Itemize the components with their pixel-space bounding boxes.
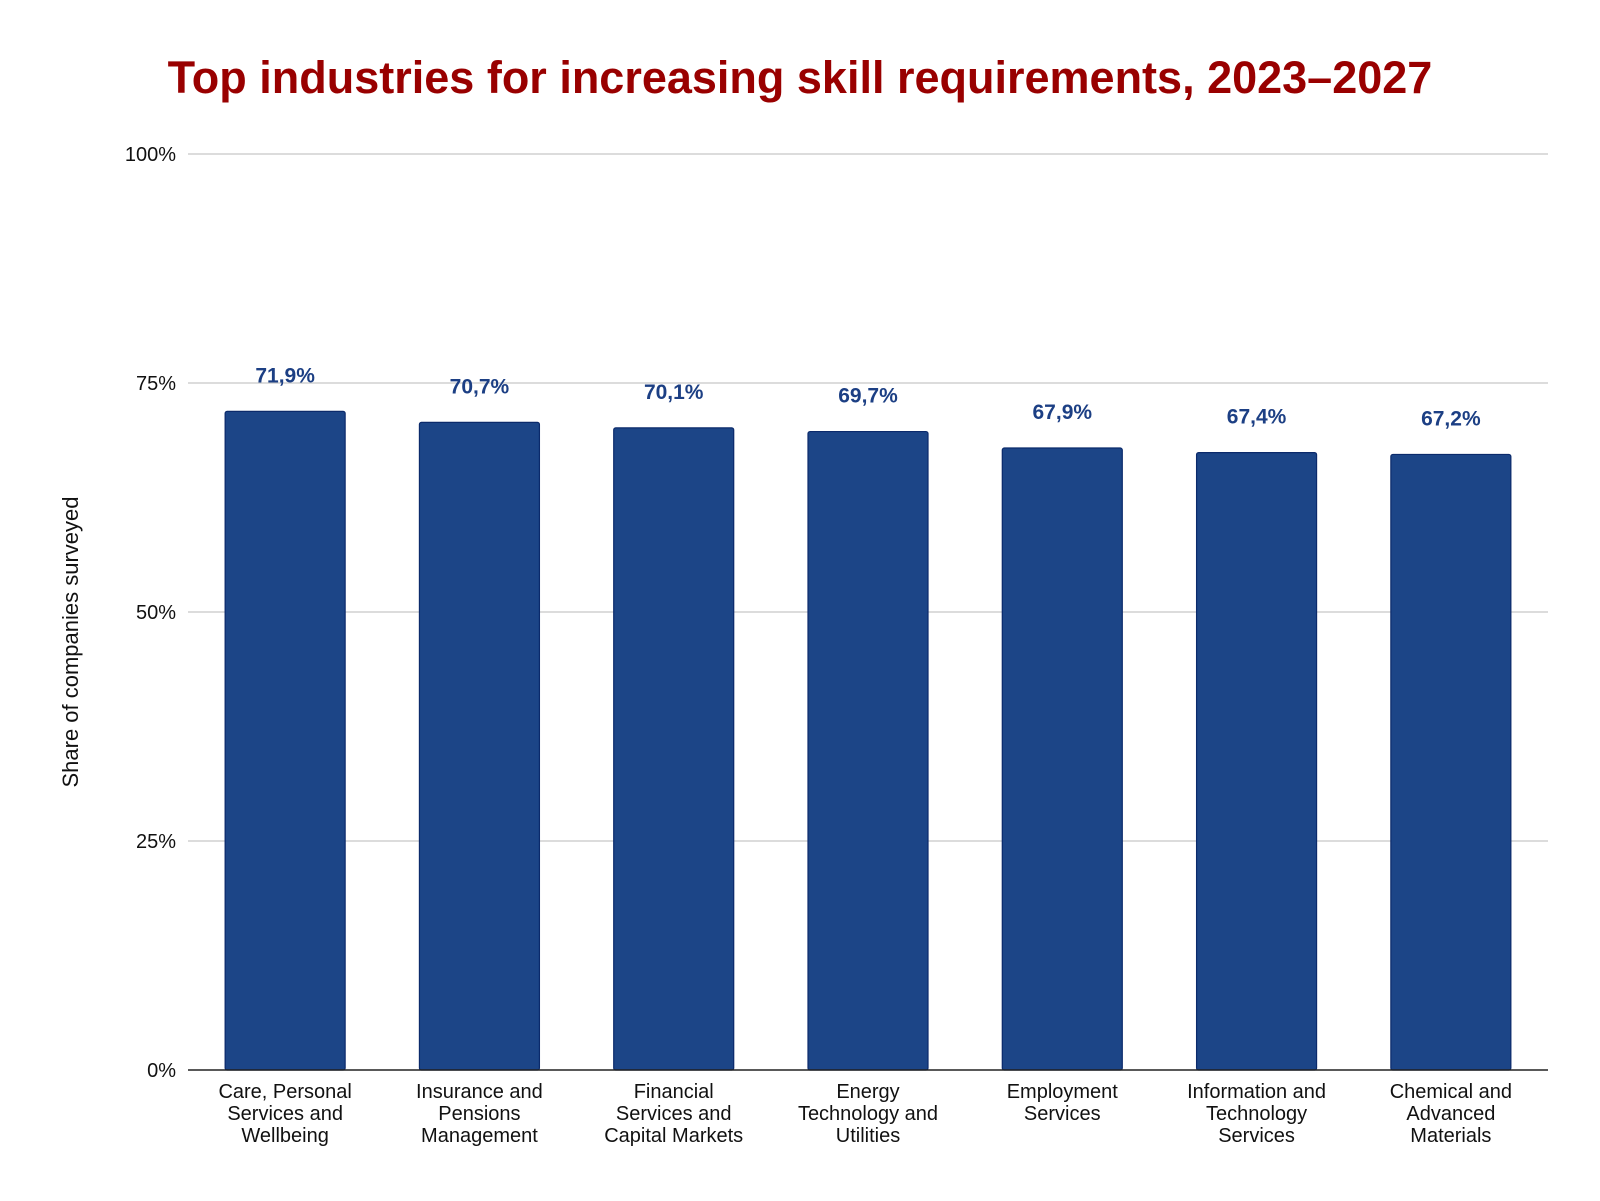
data-label: 67,2% [1421, 407, 1481, 430]
data-labels: 71,9% 70,7% 70,1% 69,7% 67,9% 67,4% 67,2% [255, 364, 1481, 430]
y-tick-label: 50% [136, 602, 176, 624]
y-axis-ticks: 0% 25% 50% 75% 100% [125, 144, 176, 1082]
data-label: 70,1% [644, 381, 704, 404]
bar [1001, 447, 1123, 1071]
y-tick-label: 75% [136, 373, 176, 395]
y-tick-label: 25% [136, 831, 176, 853]
data-label: 67,9% [1033, 401, 1093, 424]
x-category-label: Care, Personal Services and Wellbeing [218, 1081, 351, 1147]
bar [807, 430, 929, 1071]
bar [1195, 452, 1318, 1071]
data-label: 69,7% [838, 385, 898, 408]
y-tick-label: 0% [147, 1060, 176, 1082]
bar [613, 427, 735, 1071]
bar [224, 410, 346, 1071]
bar [1390, 453, 1512, 1071]
x-category-label: Energy Technology and Utilities [798, 1081, 938, 1147]
x-axis-categories: Care, Personal Services and Wellbeing Insur… [218, 1081, 1512, 1147]
x-category-label: Employment Services [1007, 1081, 1119, 1125]
data-label: 70,7% [450, 375, 510, 398]
data-label: 67,4% [1227, 406, 1287, 429]
y-axis-title: Share of companies surveyed [58, 496, 83, 787]
bar [418, 421, 541, 1071]
data-label: 71,9% [255, 364, 315, 387]
x-category-label: Insurance and Pensions Management [416, 1081, 543, 1147]
chart-title: Top industries for increasing skill requ… [167, 52, 1433, 103]
y-tick-label: 100% [125, 144, 176, 166]
x-category-label: Chemical and Advanced Materials [1390, 1081, 1512, 1147]
x-category-label: Information and Technology Services [1187, 1081, 1326, 1147]
x-category-label: Financial Services and Capital Markets [604, 1081, 743, 1147]
bars [224, 410, 1512, 1071]
